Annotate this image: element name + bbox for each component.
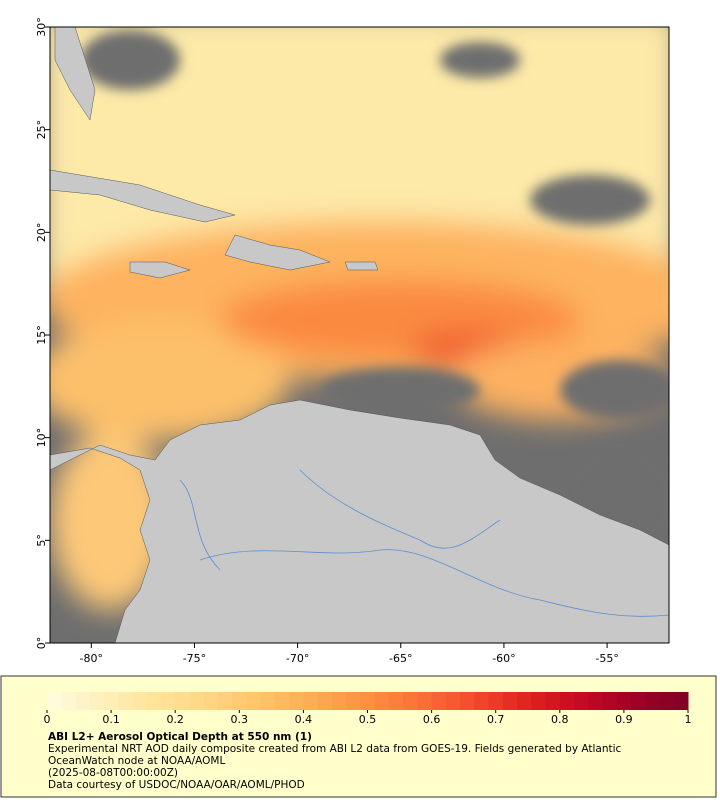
colorbar-cell xyxy=(588,692,604,710)
colorbar-cell xyxy=(574,692,589,710)
colorbar-cell xyxy=(388,692,404,710)
colorbar-cell xyxy=(631,692,646,710)
colorbar-cell xyxy=(559,692,575,710)
colorbar-cell xyxy=(289,692,304,710)
colorbar-cell xyxy=(602,692,618,710)
colorbar-cell xyxy=(645,692,661,710)
y-tick-label: 0° xyxy=(35,637,48,650)
land xyxy=(50,27,669,643)
colorbar-tick-label: 0.3 xyxy=(231,713,249,726)
colorbar-cell xyxy=(232,692,247,710)
x-tick-label: -60° xyxy=(492,652,515,665)
x-tick-label: -55° xyxy=(595,652,618,665)
colorbar-cell xyxy=(431,692,447,710)
colorbar-tick-label: 0.1 xyxy=(102,713,120,726)
y-tick-label: 20° xyxy=(35,223,48,243)
colorbar-cell xyxy=(673,692,689,710)
colorbar-cell xyxy=(331,692,347,710)
colorbar-cell xyxy=(374,692,390,710)
colorbar-tick-label: 0.7 xyxy=(487,713,505,726)
x-tick-label: -80° xyxy=(80,652,103,665)
aerosol-field xyxy=(50,27,669,610)
no-data xyxy=(80,30,669,560)
map xyxy=(50,27,669,643)
colorbar-cell xyxy=(445,692,461,710)
timestamp: (2025-08-08T00:00:00Z) xyxy=(48,767,178,779)
colorbar-cell xyxy=(460,692,475,710)
colorbar-cell xyxy=(346,692,361,710)
colorbar-cell xyxy=(103,692,119,710)
colorbar-tick-label: 0.2 xyxy=(166,713,184,726)
colorbar-cell xyxy=(488,692,504,710)
colorbar-tick-label: 0 xyxy=(44,713,51,726)
colorbar-cell xyxy=(146,692,162,710)
y-tick-label: 5° xyxy=(35,534,48,547)
colorbar-cell xyxy=(189,692,205,710)
colorbar-cell xyxy=(417,692,433,710)
colorbar-cell xyxy=(517,692,532,710)
y-tick-label: 25° xyxy=(35,120,48,140)
colorbar-tick-label: 0.8 xyxy=(551,713,569,726)
x-tick-label: -70° xyxy=(286,652,309,665)
title: ABI L2+ Aerosol Optical Depth at 550 nm … xyxy=(48,731,312,743)
y-tick-label: 10° xyxy=(35,428,48,448)
y-tick-label: 30° xyxy=(35,17,48,37)
colorbar-cell xyxy=(616,692,632,710)
colorbar-cell xyxy=(474,692,490,710)
colorbar-cell xyxy=(545,692,561,710)
colorbar-cell xyxy=(203,692,219,710)
colorbar-cell xyxy=(89,692,105,710)
colorbar-cell xyxy=(403,692,418,710)
colorbar-cell xyxy=(502,692,518,710)
x-tick-label: -65° xyxy=(389,652,412,665)
colorbar-tick-label: 0.4 xyxy=(295,713,313,726)
colorbar-cell xyxy=(61,692,76,710)
colorbar-cell xyxy=(274,692,290,710)
colorbar-cell xyxy=(260,692,276,710)
colorbar-tick-label: 0.6 xyxy=(423,713,441,726)
colorbar-cell xyxy=(132,692,148,710)
colorbar-cell xyxy=(360,692,376,710)
colorbar-cell xyxy=(118,692,133,710)
colorbar-cell xyxy=(531,692,547,710)
rivers xyxy=(179,469,669,617)
legend-text: ABI L2+ Aerosol Optical Depth at 550 nm … xyxy=(48,731,688,791)
colorbar-cell xyxy=(246,692,262,710)
y-tick-label: 15° xyxy=(35,325,48,345)
colorbar-cell xyxy=(317,692,333,710)
colorbar-cell xyxy=(160,692,176,710)
colorbar-tick-label: 1 xyxy=(685,713,692,726)
description: Experimental NRT AOD daily composite cre… xyxy=(48,743,622,767)
colorbar-cell xyxy=(659,692,675,710)
colorbar-cell xyxy=(75,692,91,710)
colorbar-cell xyxy=(47,692,62,710)
colorbar-tick-label: 0.9 xyxy=(615,713,633,726)
credit: Data courtesy of USDOC/NOAA/OAR/AOML/PHO… xyxy=(48,779,305,791)
colorbar-tick-label: 0.5 xyxy=(359,713,377,726)
colorbar-cell xyxy=(175,692,190,710)
x-tick-label: -75° xyxy=(183,652,206,665)
colorbar-cell xyxy=(217,692,233,710)
colorbar-cell xyxy=(303,692,319,710)
